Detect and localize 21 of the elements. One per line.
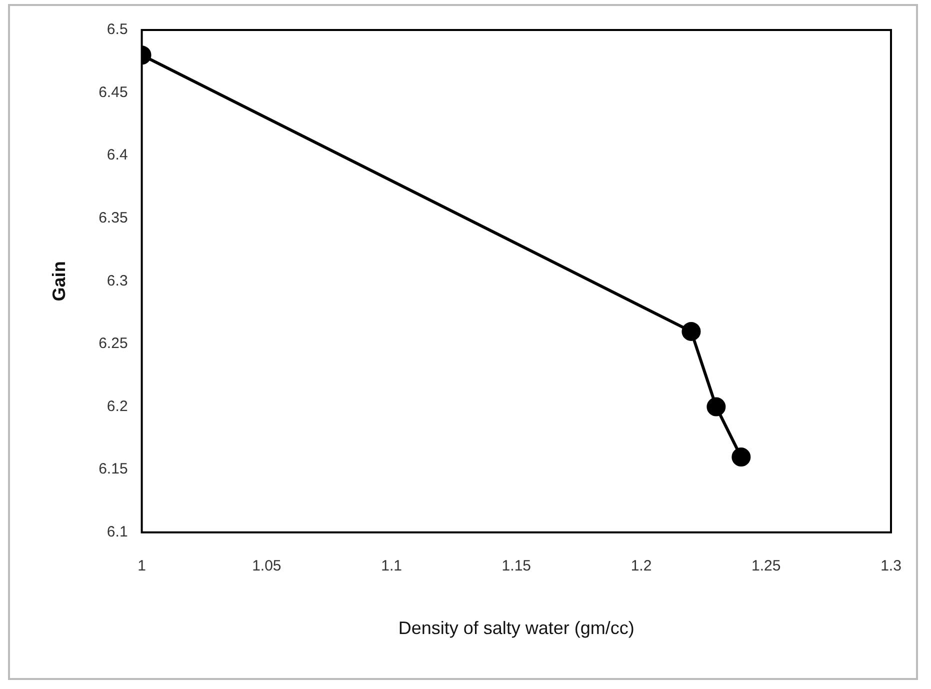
y-tick-label: 6.3 bbox=[106, 272, 128, 290]
y-tick-label: 6.4 bbox=[106, 146, 128, 164]
x-tick-label: 1.05 bbox=[252, 558, 282, 575]
y-tick-label: 6.25 bbox=[98, 335, 128, 352]
y-tick-label: 6.35 bbox=[98, 210, 128, 227]
x-tick-label: 1 bbox=[138, 558, 146, 575]
x-axis-title: Density of salty water (gm/cc) bbox=[398, 618, 634, 638]
x-tick-label: 1.25 bbox=[752, 558, 781, 575]
x-tick-label: 1.15 bbox=[502, 558, 531, 575]
y-tick-label: 6.2 bbox=[106, 398, 128, 415]
point bbox=[706, 397, 726, 416]
x-tick-label: 1.1 bbox=[381, 558, 402, 575]
x-tick-label: 1.3 bbox=[880, 558, 902, 575]
y-tick-label: 6.15 bbox=[98, 460, 128, 478]
y-tick-label: 6.45 bbox=[98, 84, 128, 101]
x-tick-label: 1.2 bbox=[630, 558, 652, 575]
y-tick-label: 6.5 bbox=[106, 21, 128, 38]
y-tick-label: 6.1 bbox=[106, 524, 128, 541]
point bbox=[732, 448, 751, 467]
point bbox=[682, 322, 701, 341]
y-axis-title: Gain bbox=[48, 261, 69, 302]
